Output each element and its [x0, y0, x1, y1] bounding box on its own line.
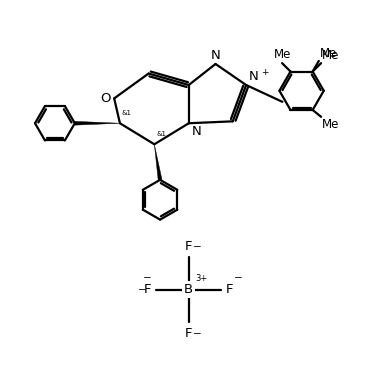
Text: −: − [138, 285, 146, 294]
Text: Me: Me [320, 47, 337, 60]
Text: B: B [184, 283, 193, 296]
Text: F: F [226, 283, 233, 296]
Text: N: N [249, 70, 259, 83]
Polygon shape [154, 144, 162, 180]
Text: N: N [211, 49, 221, 62]
Text: &1: &1 [122, 110, 132, 116]
Text: Me: Me [322, 118, 340, 131]
Text: &1: &1 [156, 132, 166, 137]
Text: F: F [185, 327, 193, 340]
Text: −: − [233, 273, 242, 283]
Text: −: − [193, 242, 202, 252]
Text: +: + [261, 68, 268, 76]
Text: 3+: 3+ [195, 274, 207, 283]
Text: Me: Me [273, 48, 291, 61]
Text: −: − [193, 329, 202, 340]
Text: N: N [192, 125, 202, 138]
Text: F: F [185, 239, 193, 253]
Text: Me: Me [322, 49, 340, 62]
Text: −: − [143, 273, 152, 283]
Text: O: O [100, 92, 110, 105]
Text: F: F [144, 283, 152, 296]
Polygon shape [75, 121, 120, 125]
